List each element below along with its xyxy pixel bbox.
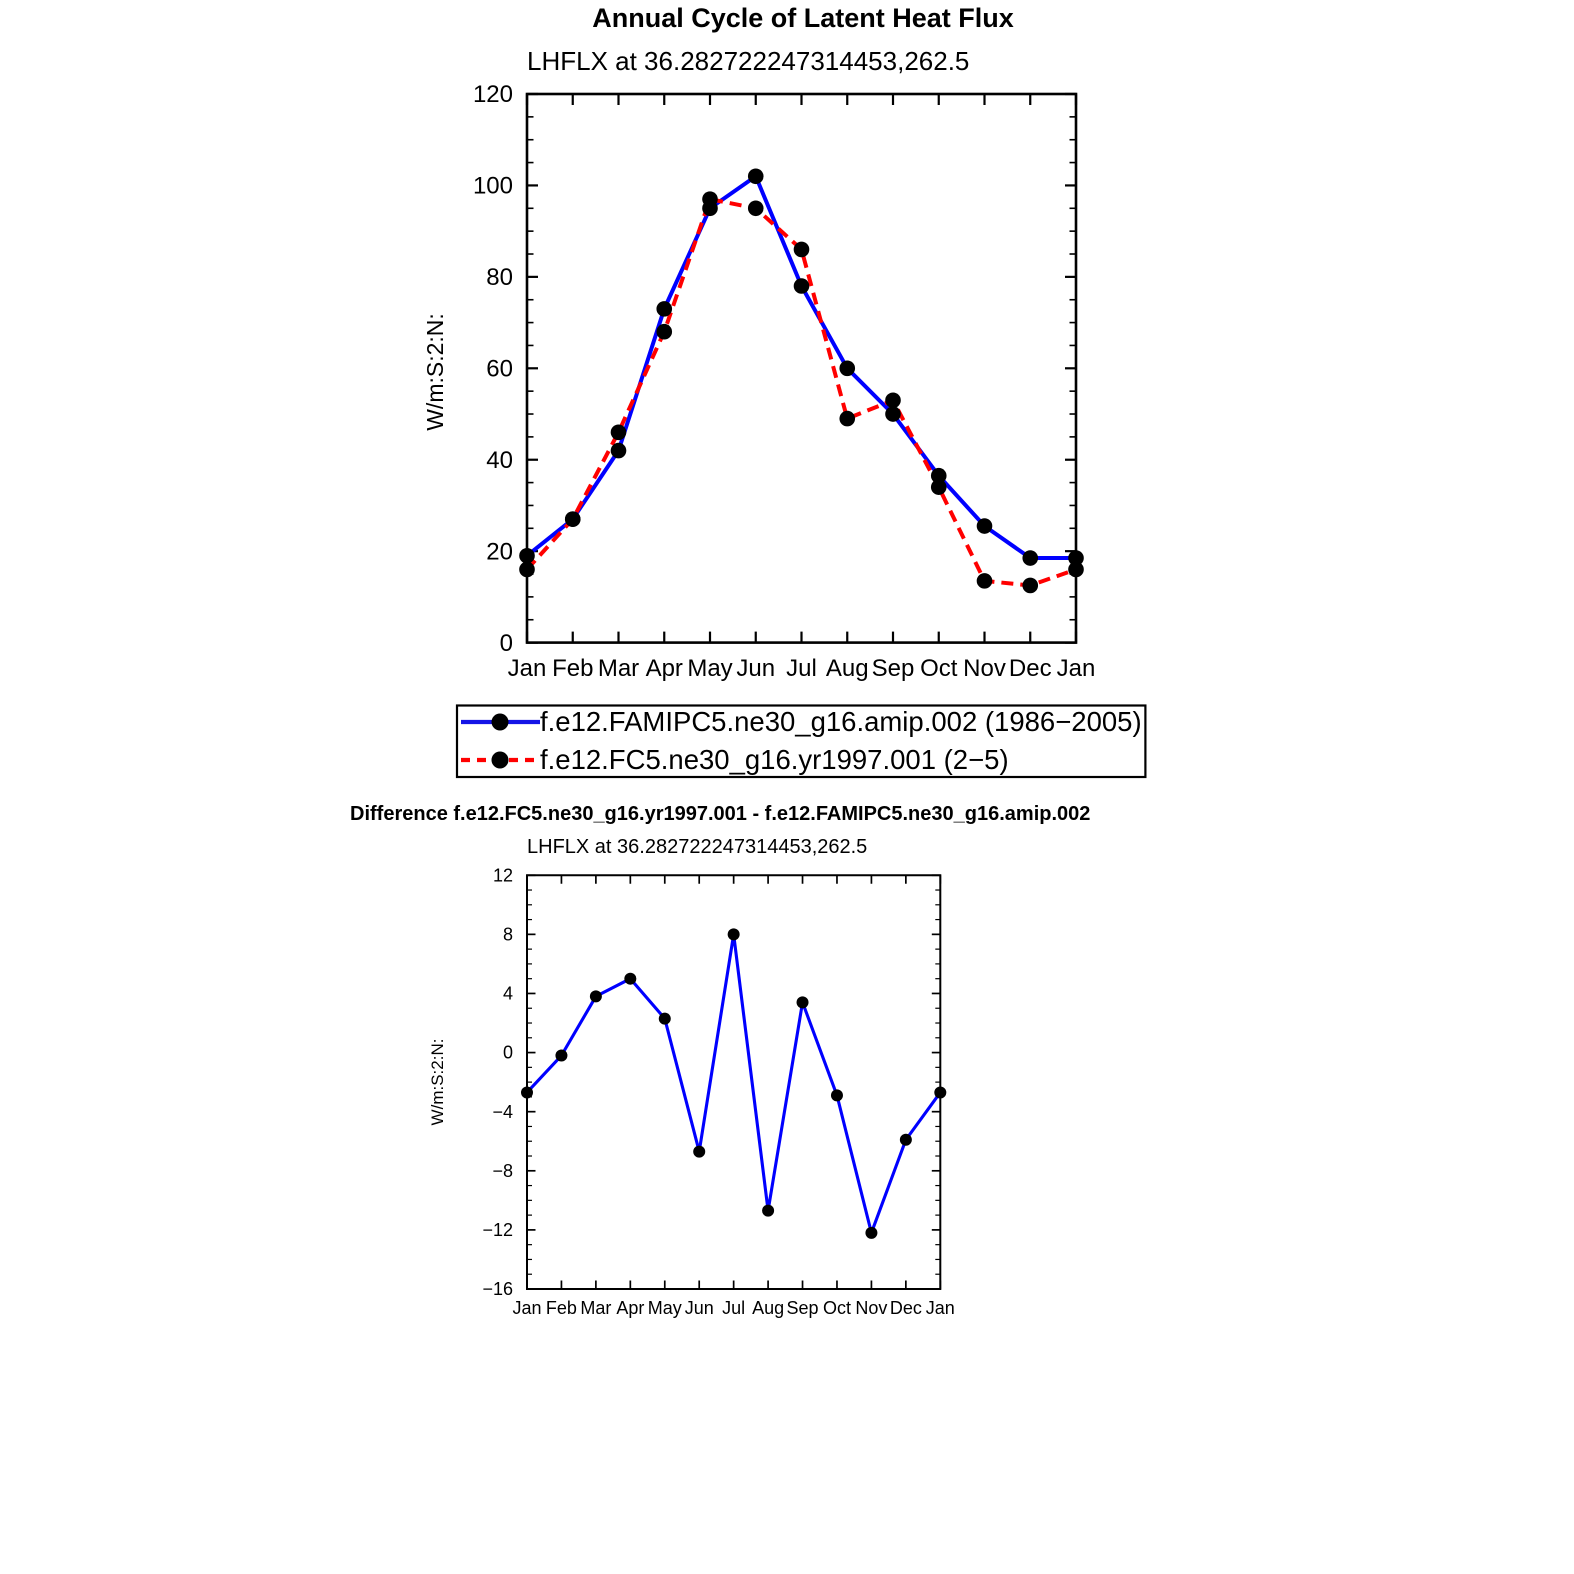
svg-text:Difference f.e12.FC5.ne30_g16.: Difference f.e12.FC5.ne30_g16.yr1997.001…: [350, 803, 1090, 825]
svg-text:120: 120: [473, 81, 513, 108]
svg-text:f.e12.FC5.ne30_g16.yr1997.001: f.e12.FC5.ne30_g16.yr1997.001 (2−5): [540, 744, 1009, 775]
svg-text:Aug: Aug: [826, 655, 869, 682]
svg-text:Oct: Oct: [823, 1298, 851, 1318]
svg-text:LHFLX at 36.282722247314453,2: LHFLX at 36.282722247314453,262.5: [527, 836, 867, 858]
svg-text:−8: −8: [492, 1161, 513, 1181]
svg-text:Sep: Sep: [787, 1298, 819, 1318]
svg-text:LHFLX at 36.282722247314453,2: LHFLX at 36.282722247314453,262.5: [527, 46, 969, 76]
svg-text:Nov: Nov: [855, 1298, 887, 1318]
svg-text:Jun: Jun: [685, 1298, 714, 1318]
svg-text:Jun: Jun: [736, 655, 775, 682]
svg-text:−16: −16: [482, 1279, 513, 1299]
svg-text:Feb: Feb: [546, 1298, 577, 1318]
svg-text:4: 4: [503, 984, 513, 1004]
svg-text:Mar: Mar: [598, 655, 639, 682]
svg-text:Apr: Apr: [616, 1298, 644, 1318]
svg-text:May: May: [648, 1298, 682, 1318]
svg-text:Jan: Jan: [1057, 655, 1096, 682]
svg-text:Jul: Jul: [786, 655, 817, 682]
svg-text:May: May: [687, 655, 732, 682]
svg-text:100: 100: [473, 173, 513, 200]
svg-text:8: 8: [503, 924, 513, 944]
svg-text:Jan: Jan: [508, 655, 547, 682]
svg-text:Dec: Dec: [1009, 655, 1052, 682]
svg-text:Mar: Mar: [580, 1298, 611, 1318]
svg-text:f.e12.FAMIPC5.ne30_g16.amip.00: f.e12.FAMIPC5.ne30_g16.amip.002 (1986−20…: [540, 706, 1142, 737]
svg-text:0: 0: [503, 1043, 513, 1063]
svg-text:Feb: Feb: [552, 655, 593, 682]
svg-text:W/m:S:2:N:: W/m:S:2:N:: [428, 1039, 447, 1126]
svg-text:12: 12: [493, 865, 513, 885]
svg-text:20: 20: [486, 538, 513, 565]
svg-text:Oct: Oct: [920, 655, 958, 682]
svg-text:60: 60: [486, 355, 513, 382]
svg-text:Jan: Jan: [926, 1298, 955, 1318]
svg-text:0: 0: [500, 630, 513, 657]
svg-text:40: 40: [486, 447, 513, 474]
svg-text:W/m:S:2:N:: W/m:S:2:N:: [422, 313, 448, 431]
svg-text:Annual Cycle of Latent Heat Fl: Annual Cycle of Latent Heat Flux: [592, 3, 1014, 33]
svg-text:−12: −12: [482, 1220, 513, 1240]
svg-text:Dec: Dec: [890, 1298, 922, 1318]
svg-text:Jan: Jan: [512, 1298, 541, 1318]
svg-text:Apr: Apr: [646, 655, 683, 682]
svg-text:Nov: Nov: [963, 655, 1006, 682]
svg-text:−4: −4: [492, 1102, 513, 1122]
svg-text:80: 80: [486, 264, 513, 291]
svg-text:Aug: Aug: [752, 1298, 784, 1318]
svg-text:Sep: Sep: [872, 655, 915, 682]
svg-text:Jul: Jul: [722, 1298, 745, 1318]
